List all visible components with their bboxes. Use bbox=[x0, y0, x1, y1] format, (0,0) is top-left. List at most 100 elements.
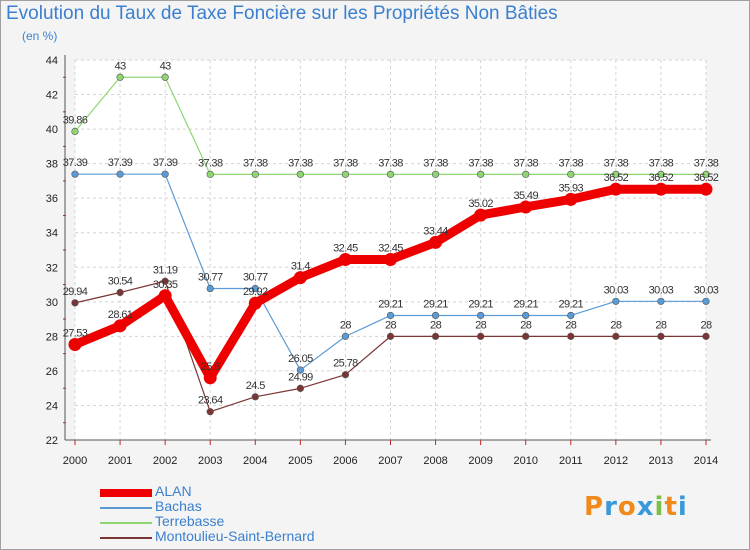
data-point bbox=[341, 371, 350, 379]
data-label: 37.39 bbox=[63, 157, 88, 169]
x-tick-label: 2009 bbox=[468, 455, 492, 467]
data-label: 33.44 bbox=[423, 225, 448, 237]
data-label: 29.21 bbox=[378, 298, 403, 310]
data-point bbox=[431, 170, 440, 178]
data-label: 29.21 bbox=[513, 298, 538, 310]
legend-swatch bbox=[100, 507, 152, 509]
data-point bbox=[341, 332, 350, 340]
data-label: 29.92 bbox=[243, 286, 268, 298]
y-tick-label: 34 bbox=[46, 228, 58, 240]
x-tick-label: 2010 bbox=[513, 455, 537, 467]
data-labels: 27.53 28.61 30.35 25.6 29.92 31.4 32.45 32.45 33… bbox=[63, 60, 720, 407]
grid bbox=[74, 59, 707, 441]
data-point bbox=[477, 311, 485, 320]
data-point bbox=[564, 192, 578, 206]
x-tick-label: 2000 bbox=[63, 455, 87, 467]
data-point bbox=[567, 170, 575, 178]
data-point bbox=[384, 253, 397, 266]
data-point bbox=[296, 366, 304, 374]
data-label: 30.77 bbox=[198, 272, 223, 284]
y-tick-label: 42 bbox=[46, 90, 58, 102]
legend-label: Terrebasse bbox=[155, 513, 225, 529]
data-label: 36.52 bbox=[694, 172, 719, 184]
x-tick-label: 2006 bbox=[333, 455, 357, 467]
data-point bbox=[293, 271, 307, 285]
series-layer bbox=[68, 73, 713, 416]
data-point bbox=[296, 170, 304, 178]
data-point bbox=[522, 332, 530, 340]
data-point bbox=[657, 170, 665, 178]
data-point bbox=[702, 297, 710, 305]
y-tick-label: 44 bbox=[46, 55, 58, 67]
data-label: 27.53 bbox=[63, 327, 88, 339]
data-label: 23.64 bbox=[198, 395, 223, 407]
x-tick-label: 2011 bbox=[559, 455, 583, 467]
y-tick-label: 24 bbox=[46, 400, 58, 412]
logo-letter: P bbox=[584, 492, 605, 522]
data-point bbox=[612, 170, 620, 178]
y-tick-label: 36 bbox=[46, 193, 58, 205]
data-point bbox=[702, 332, 710, 340]
chart-title: Evolution du Taux de Taxe Foncière sur l… bbox=[6, 3, 558, 24]
logo-letter: o bbox=[617, 492, 637, 522]
data-point bbox=[116, 73, 124, 81]
data-point bbox=[477, 170, 485, 178]
y-tick-label: 30 bbox=[46, 297, 58, 309]
data-point bbox=[567, 332, 575, 340]
data-label: 37.39 bbox=[153, 157, 178, 169]
data-point bbox=[477, 332, 485, 340]
data-label: 29.21 bbox=[559, 298, 584, 310]
data-label: 35.02 bbox=[468, 198, 493, 210]
x-tick-label: 2002 bbox=[153, 455, 177, 467]
data-label: 37.38 bbox=[243, 157, 268, 169]
y-tick-label: 26 bbox=[46, 366, 58, 378]
data-point bbox=[161, 170, 169, 178]
data-label: 31.4 bbox=[291, 261, 310, 273]
logo-letter: i bbox=[654, 492, 665, 522]
data-point bbox=[206, 170, 214, 178]
data-point bbox=[341, 170, 350, 178]
data-label: 28 bbox=[430, 319, 442, 331]
data-label: 28 bbox=[475, 319, 487, 331]
data-point bbox=[612, 332, 620, 340]
data-label: 31.19 bbox=[153, 264, 178, 276]
data-label: 35.49 bbox=[513, 190, 538, 202]
logo-letter: x bbox=[636, 492, 655, 522]
data-label: 30.35 bbox=[153, 279, 178, 291]
y-tick-label: 28 bbox=[46, 331, 58, 343]
data-label: 24.99 bbox=[288, 371, 313, 383]
data-point bbox=[71, 299, 79, 307]
data-point bbox=[158, 289, 172, 303]
data-label: 30.03 bbox=[604, 284, 629, 296]
data-point bbox=[609, 182, 623, 196]
data-point bbox=[248, 296, 262, 310]
x-tick-label: 2001 bbox=[108, 455, 132, 467]
data-point bbox=[338, 253, 352, 266]
data-point bbox=[474, 208, 488, 222]
data-point bbox=[251, 284, 259, 293]
axes: 22 24 26 28 30 32 34 36 38 40 42 44 2000 2001 2002 2003… bbox=[46, 55, 718, 467]
logo-letter: t bbox=[664, 492, 678, 522]
x-tick-label: 2007 bbox=[378, 455, 402, 467]
data-point bbox=[702, 170, 710, 178]
data-label: 24.5 bbox=[246, 380, 265, 392]
data-point bbox=[386, 332, 395, 340]
data-point bbox=[116, 170, 124, 178]
data-label: 28 bbox=[520, 319, 532, 331]
data-label: 37.38 bbox=[604, 157, 629, 169]
data-label: 30.03 bbox=[694, 284, 719, 296]
data-point bbox=[203, 371, 217, 385]
y-tick-label: 38 bbox=[46, 159, 58, 171]
data-point bbox=[161, 277, 169, 285]
data-label: 37.38 bbox=[333, 157, 358, 169]
legend-label: ALAN bbox=[155, 483, 192, 499]
chart-subtitle: (en %) bbox=[22, 29, 58, 43]
y-tick-label: 22 bbox=[46, 435, 58, 447]
data-label: 28 bbox=[655, 319, 667, 331]
data-label: 37.38 bbox=[468, 157, 493, 169]
data-label: 29.94 bbox=[63, 286, 88, 298]
data-label: 28 bbox=[565, 319, 577, 331]
data-point bbox=[522, 311, 530, 320]
plot-area bbox=[75, 60, 706, 440]
data-point bbox=[431, 311, 440, 320]
